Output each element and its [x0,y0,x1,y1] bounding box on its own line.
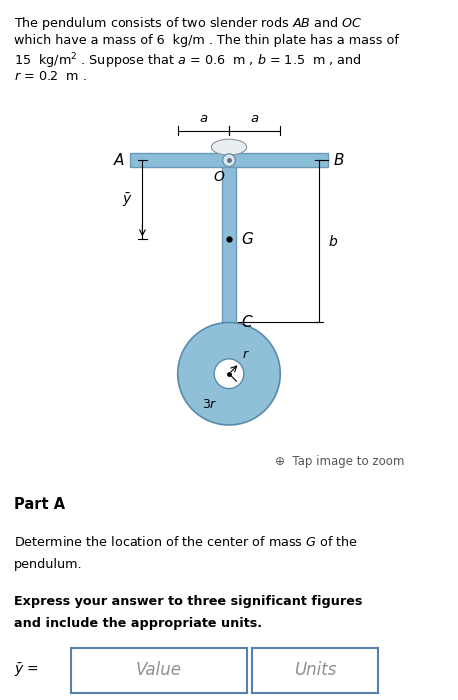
Text: 15  kg/m$^2$ . Suppose that $a$ = 0.6  m , $b$ = 1.5  m , and: 15 kg/m$^2$ . Suppose that $a$ = 0.6 m ,… [14,52,361,71]
Text: Value: Value [136,662,182,679]
Bar [222,153,236,326]
Text: The pendulum consists of two slender rods $AB$ and $OC$: The pendulum consists of two slender rod… [14,15,362,32]
Text: Determine the location of the center of mass $G$ of the: Determine the location of the center of … [14,536,358,550]
Text: $r$: $r$ [242,349,250,361]
Text: $b$: $b$ [328,234,338,248]
Circle shape [178,323,280,425]
Text: $G$: $G$ [241,232,255,247]
Text: $a$: $a$ [199,112,208,125]
Text: and include the appropriate units.: and include the appropriate units. [14,617,262,631]
Text: $O$: $O$ [213,171,225,185]
Text: $3r$: $3r$ [202,398,218,411]
Text: which have a mass of 6  kg/m . The thin plate has a mass of: which have a mass of 6 kg/m . The thin p… [14,34,398,47]
Text: Part A: Part A [14,497,65,512]
Text: $\bar{y}$ =: $\bar{y}$ = [14,662,39,679]
Text: ⊕  Tap image to zoom: ⊕ Tap image to zoom [275,455,404,468]
Text: $a$: $a$ [250,112,259,125]
Text: $B$: $B$ [333,152,345,168]
Text: pendulum.: pendulum. [14,558,82,571]
Text: $\bar{y}$: $\bar{y}$ [122,191,132,209]
Bar [130,153,328,167]
Ellipse shape [211,139,247,155]
Text: $A$: $A$ [113,152,125,168]
Circle shape [223,154,235,167]
Text: $C$: $C$ [241,314,254,330]
Polygon shape [218,326,240,337]
Circle shape [214,359,244,389]
Text: Units: Units [294,662,336,679]
Text: $r$ = 0.2  m .: $r$ = 0.2 m . [14,70,87,83]
Text: Express your answer to three significant figures: Express your answer to three significant… [14,595,362,608]
